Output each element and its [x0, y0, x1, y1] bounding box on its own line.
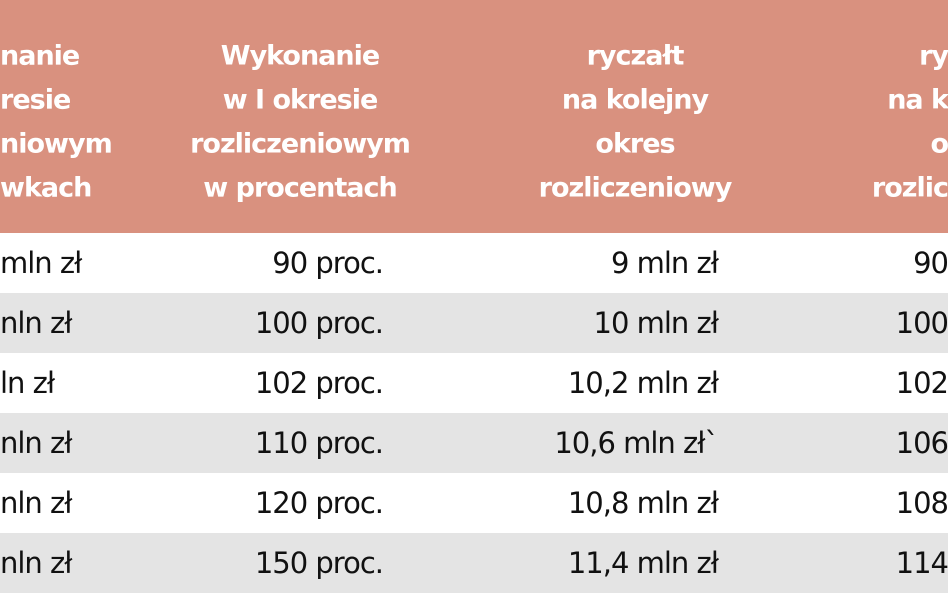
header-cell: ry — [919, 41, 948, 72]
header-cell: rozlic — [872, 173, 948, 204]
header-cell: resie — [0, 85, 70, 116]
cell: 114 — [896, 546, 948, 580]
cell: 108 — [896, 486, 948, 520]
cell: 102 — [896, 366, 948, 400]
header-cell: na k — [887, 85, 948, 116]
cell: 10 mln zł — [594, 306, 720, 340]
cell: mln zł — [0, 246, 83, 280]
cell: 90 proc. — [272, 246, 383, 280]
header-cell: okres — [595, 129, 674, 160]
header-cell: o — [930, 129, 948, 160]
cell: 102 proc. — [255, 366, 383, 400]
header-cell: ryczałt — [587, 41, 685, 72]
cell: 120 proc. — [255, 486, 383, 520]
cell: 9 mln zł — [611, 246, 720, 280]
header-cell: niowym — [0, 129, 112, 160]
cell: 11,4 mln zł — [568, 546, 720, 580]
header-cell: na kolejny — [562, 85, 710, 116]
header-cell: rozliczeniowy — [539, 173, 733, 204]
cell: 100 proc. — [255, 306, 383, 340]
row-background — [0, 413, 948, 473]
header-cell: nanie — [0, 41, 79, 72]
cell: nln zł — [0, 306, 73, 340]
cell: 100 — [896, 306, 948, 340]
header-cell: wkach — [0, 173, 91, 204]
cell: 10,2 mln zł — [568, 366, 720, 400]
header-cell: w I okresie — [223, 85, 378, 116]
cell: ln zł — [0, 366, 56, 400]
row-background — [0, 533, 948, 593]
cell: 10,8 mln zł — [568, 486, 720, 520]
header-cell: Wykonanie — [221, 41, 379, 72]
cell: 10,6 mln zł` — [554, 426, 718, 460]
row-background — [0, 473, 948, 533]
cell: 150 proc. — [255, 546, 383, 580]
cell: 106 — [896, 426, 948, 460]
cell: 110 proc. — [255, 426, 383, 460]
header-band — [0, 0, 948, 233]
cell: nln zł — [0, 426, 73, 460]
header-cell: rozliczeniowym — [190, 129, 410, 160]
cell: nln zł — [0, 486, 73, 520]
cell: 90 — [913, 246, 948, 280]
cell: nln zł — [0, 546, 73, 580]
row-background — [0, 353, 948, 413]
row-background — [0, 293, 948, 353]
row-background — [0, 233, 948, 293]
header-cell: w procentach — [203, 173, 396, 204]
